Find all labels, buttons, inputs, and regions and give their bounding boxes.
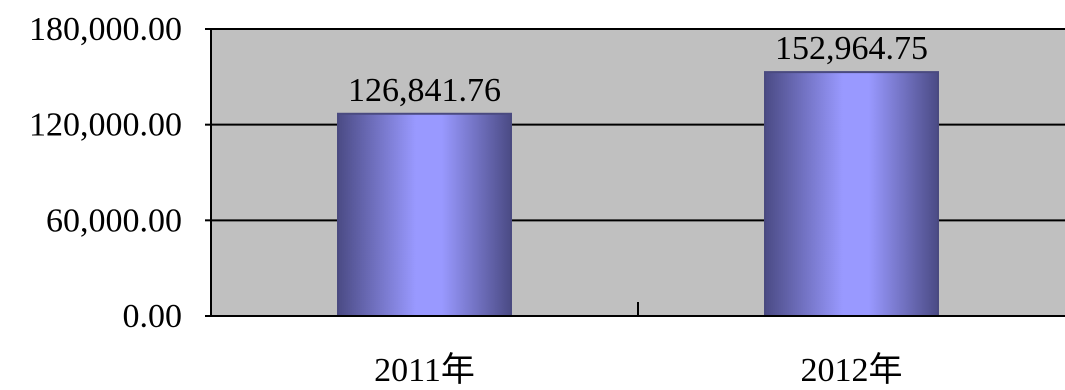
data-label: 126,841.76: [348, 72, 501, 109]
x-category-label: 2012年: [801, 351, 903, 389]
bar: [764, 71, 939, 317]
data-label: 152,964.75: [775, 30, 928, 67]
bar: [337, 112, 512, 317]
y-tick-label: 180,000.00: [29, 11, 182, 48]
x-axis-category-labels: 2011年 2012年: [374, 351, 902, 389]
y-tick-label: 60,000.00: [46, 202, 182, 239]
x-category-label: 2011年: [374, 351, 475, 389]
axes: [205, 28, 1065, 317]
data-labels: 126,841.76 152,964.75: [348, 30, 928, 109]
y-tick-label: 120,000.00: [29, 107, 182, 144]
y-axis-tick-labels: 0.00 60,000.00 120,000.00 180,000.00: [29, 11, 182, 335]
bars: [337, 71, 939, 317]
y-tick-label: 0.00: [123, 298, 183, 335]
